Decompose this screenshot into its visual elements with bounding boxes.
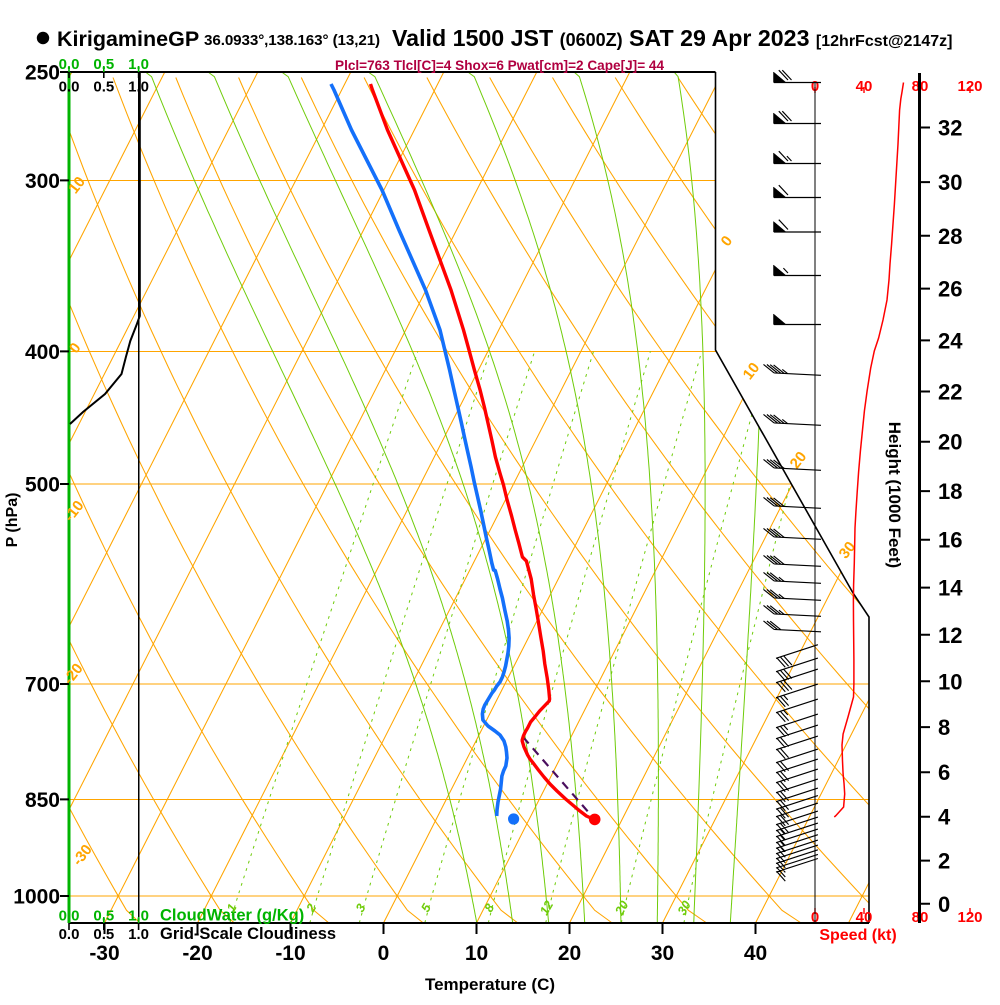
svg-text:40: 40: [856, 909, 873, 926]
svg-text:20: 20: [612, 898, 632, 918]
svg-text:0.0: 0.0: [59, 56, 80, 73]
svg-text:1.0: 1.0: [128, 56, 149, 73]
svg-text:0.0: 0.0: [59, 79, 80, 96]
svg-text:Temperature (C): Temperature (C): [425, 975, 555, 994]
svg-text:0: 0: [938, 892, 950, 917]
svg-text:26: 26: [938, 277, 962, 302]
svg-text:KirigamineGP: KirigamineGP: [57, 27, 199, 51]
svg-text:250: 250: [25, 62, 60, 85]
svg-text:0.5: 0.5: [93, 79, 114, 96]
svg-text:-30: -30: [89, 942, 119, 965]
svg-text:10: 10: [938, 669, 962, 694]
svg-text:0.5: 0.5: [93, 56, 114, 73]
svg-text:20: 20: [938, 430, 962, 455]
svg-text:8: 8: [938, 715, 950, 740]
svg-text:300: 300: [25, 170, 60, 193]
svg-text:-10: -10: [275, 942, 305, 965]
svg-text:P (hPa): P (hPa): [4, 493, 21, 548]
svg-text:4: 4: [938, 805, 951, 830]
svg-text:32: 32: [938, 116, 962, 141]
svg-text:850: 850: [25, 789, 60, 812]
svg-text:40: 40: [856, 78, 873, 95]
svg-text:10: 10: [465, 942, 488, 965]
svg-text:24: 24: [938, 328, 963, 353]
svg-text:120: 120: [957, 909, 982, 926]
svg-text:10: 10: [65, 174, 89, 198]
svg-text:20: 20: [558, 942, 581, 965]
svg-text:22: 22: [938, 380, 962, 405]
svg-text:20: 20: [787, 448, 811, 472]
svg-text:0.0: 0.0: [59, 908, 80, 925]
svg-text:CloudWater (g/Kg): CloudWater (g/Kg): [160, 907, 304, 925]
svg-text:Plcl=763 Tlcl[C]=4 Shox=6 Pwat: Plcl=763 Tlcl[C]=4 Shox=6 Pwat[cm]=2 Cap…: [335, 58, 664, 73]
svg-text:1.0: 1.0: [128, 926, 149, 943]
svg-text:12: 12: [537, 898, 556, 917]
svg-text:1000: 1000: [13, 886, 60, 909]
svg-text:700: 700: [25, 674, 60, 697]
svg-text:14: 14: [938, 576, 963, 601]
svg-text:30: 30: [836, 538, 860, 562]
svg-text:1.0: 1.0: [128, 79, 149, 96]
svg-text:30: 30: [938, 170, 962, 195]
svg-text:400: 400: [25, 341, 60, 364]
svg-text:500: 500: [25, 474, 60, 497]
svg-text:18: 18: [938, 479, 962, 504]
svg-text:28: 28: [938, 224, 962, 249]
svg-text:36.0933°,138.163° (13,21): 36.0933°,138.163° (13,21): [204, 32, 380, 49]
svg-text:0.5: 0.5: [93, 926, 114, 943]
svg-text:6: 6: [938, 760, 950, 785]
svg-text:12: 12: [938, 623, 962, 648]
svg-text:30: 30: [675, 898, 694, 917]
svg-text:30: 30: [651, 942, 674, 965]
svg-text:16: 16: [938, 528, 962, 553]
svg-text:Grid-Scale Cloudiness: Grid-Scale Cloudiness: [160, 925, 336, 943]
svg-text:40: 40: [744, 942, 767, 965]
svg-text:1.0: 1.0: [128, 908, 149, 925]
svg-text:10: 10: [740, 359, 764, 383]
svg-text:0.0: 0.0: [59, 926, 80, 943]
svg-text:Speed (kt): Speed (kt): [819, 927, 896, 944]
svg-text:0: 0: [378, 942, 390, 965]
svg-text:-20: -20: [182, 942, 212, 965]
svg-text:Height (1000 Feet): Height (1000 Feet): [885, 422, 904, 568]
svg-text:2: 2: [938, 849, 950, 874]
svg-text:0.5: 0.5: [93, 908, 114, 925]
svg-text:120: 120: [957, 78, 982, 95]
